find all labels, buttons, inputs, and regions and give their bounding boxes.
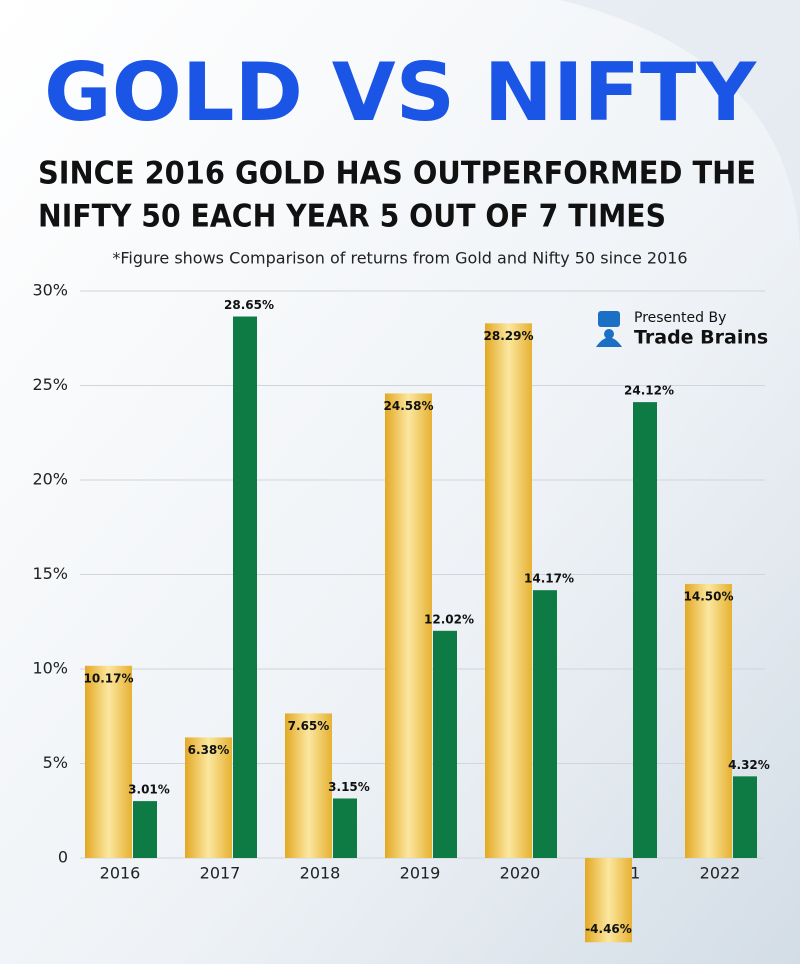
brand-icon <box>598 311 620 327</box>
subtitle-line: SINCE 2016 GOLD HAS OUTPERFORMED THE <box>38 156 756 192</box>
brand-icon <box>604 329 614 339</box>
brand-icon <box>596 337 622 347</box>
chart-title: GOLD VS NIFTY <box>44 46 757 139</box>
value-label: 24.58% <box>384 399 434 413</box>
value-label: 6.38% <box>188 743 230 757</box>
value-label: 4.32% <box>728 758 770 772</box>
bar <box>433 630 457 858</box>
bar <box>333 798 357 858</box>
bar <box>585 858 632 943</box>
x-tick-label: 2020 <box>500 864 541 883</box>
bar <box>233 316 257 858</box>
x-tick-label: 2018 <box>300 864 341 883</box>
y-tick-label: 25% <box>32 375 68 394</box>
value-label: 28.65% <box>224 298 274 312</box>
subtitle-line: NIFTY 50 EACH YEAR 5 OUT OF 7 TIMES <box>38 199 666 235</box>
y-tick-label: 20% <box>32 470 68 489</box>
brand: Presented By Trade Brains <box>596 310 768 349</box>
bar <box>685 583 732 858</box>
value-label: 14.17% <box>524 572 574 586</box>
bar <box>285 713 332 858</box>
bar <box>633 402 657 858</box>
x-tick-label: 2017 <box>200 864 241 883</box>
bar <box>385 393 432 858</box>
value-label: 10.17% <box>84 671 134 685</box>
y-tick-label: 30% <box>32 281 68 300</box>
y-tick-label: 5% <box>43 753 68 772</box>
y-tick-label: 0 <box>58 848 68 867</box>
value-label: 7.65% <box>288 719 330 733</box>
bar <box>733 776 757 858</box>
value-label: 12.02% <box>424 612 474 626</box>
value-label: -4.46% <box>585 922 632 936</box>
y-tick-label: 15% <box>32 564 68 583</box>
value-label: 28.29% <box>484 329 534 343</box>
brand-name: Trade Brains <box>634 327 768 349</box>
note: *Figure shows Comparison of returns from… <box>112 249 687 268</box>
value-label: 3.15% <box>328 780 370 794</box>
x-tick-label: 2022 <box>700 864 741 883</box>
value-label: 24.12% <box>624 384 674 398</box>
bar <box>133 801 157 858</box>
bar <box>533 590 557 858</box>
decor <box>560 0 800 260</box>
value-label: 14.50% <box>684 589 734 603</box>
bar <box>185 737 232 858</box>
value-label: 3.01% <box>128 783 170 797</box>
bar <box>485 323 532 859</box>
x-tick-label: 2016 <box>100 864 141 883</box>
brand-presented: Presented By <box>634 310 726 326</box>
x-tick-label: 2019 <box>400 864 441 883</box>
y-tick-label: 10% <box>32 659 68 678</box>
bar <box>85 665 132 858</box>
